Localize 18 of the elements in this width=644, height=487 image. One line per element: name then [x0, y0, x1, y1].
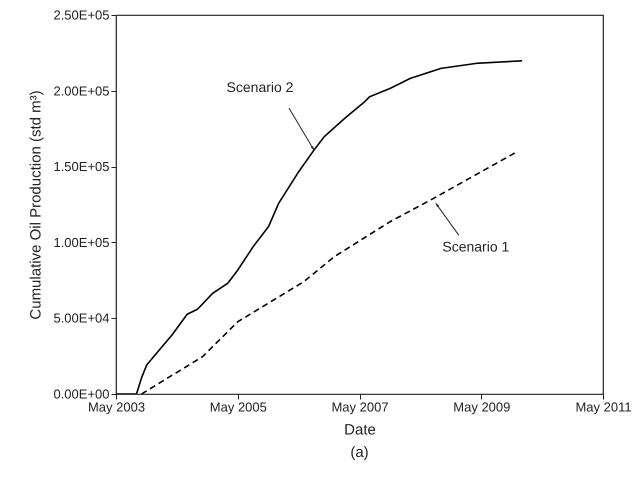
x-axis-title: Date: [344, 422, 376, 438]
y-tick-label: 0.00E+00: [53, 386, 110, 402]
y-tick-label: 5.00E+04: [53, 310, 110, 326]
y-tick-label: 2.50E+05: [53, 8, 110, 22]
x-tick-label: May 2009: [453, 400, 510, 414]
x-tick-label: May 2005: [210, 400, 267, 414]
y-tick-label: 1.00E+05: [53, 234, 110, 250]
annotation: Scenario 2: [226, 79, 294, 96]
line-series: [140, 150, 518, 394]
y-tick-label: 2.00E+05: [53, 83, 110, 98]
y-axis-title: Cumulative Oil Production (std m³): [27, 90, 44, 320]
x-tick-label: May 2003: [88, 400, 146, 414]
text: (a): [350, 444, 369, 461]
y-tick-label: 1.50E+05: [53, 159, 110, 174]
x-tick-label: May 2007: [331, 400, 389, 414]
annotation: Scenario 1: [442, 238, 510, 254]
line-series: [116, 60, 523, 394]
x-tick-label: May 2011: [575, 400, 632, 414]
